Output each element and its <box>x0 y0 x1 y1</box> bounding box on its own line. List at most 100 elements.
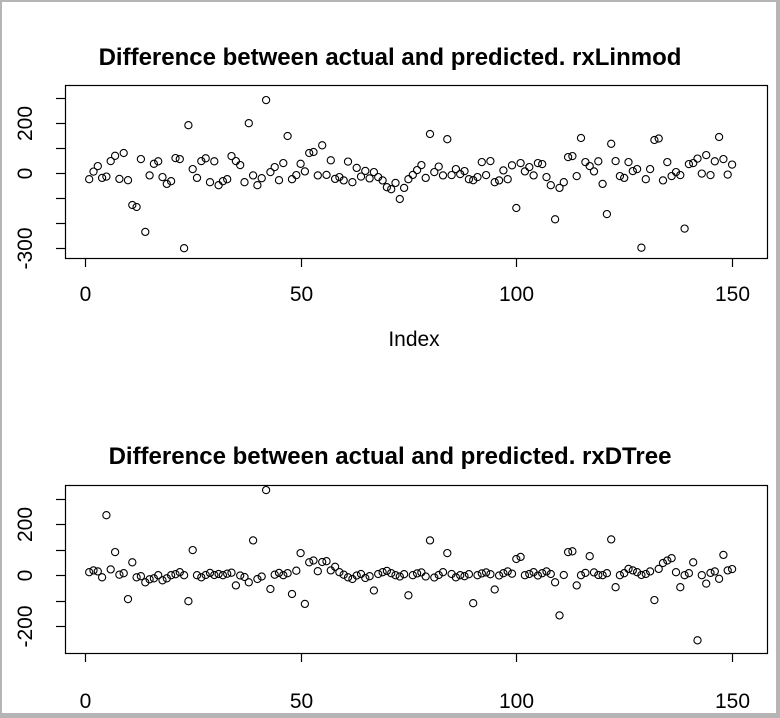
data-point <box>391 178 400 188</box>
data-point <box>141 227 150 237</box>
data-point <box>460 572 469 581</box>
data-point <box>559 178 568 187</box>
data-point <box>369 167 379 177</box>
data-point <box>641 175 650 184</box>
data-point <box>309 147 318 157</box>
plot-box <box>64 484 769 655</box>
data-point <box>434 570 443 580</box>
data-point <box>214 569 223 579</box>
data-point <box>719 550 728 560</box>
data-point <box>503 175 512 184</box>
data-point <box>624 564 633 574</box>
data-point <box>365 572 374 581</box>
y-tick-label: -200 <box>14 605 37 647</box>
data-point <box>658 176 668 185</box>
data-point <box>572 171 581 181</box>
data-point <box>270 162 279 172</box>
data-point <box>576 133 586 143</box>
data-point <box>719 154 728 164</box>
data-point <box>689 158 698 168</box>
data-point <box>607 139 616 148</box>
data-point <box>408 571 417 580</box>
data-point <box>292 566 301 575</box>
data-point <box>296 548 305 558</box>
data-point <box>460 166 469 176</box>
data-point <box>727 160 737 169</box>
data-point <box>533 158 543 168</box>
data-point <box>158 172 167 182</box>
data-point <box>637 243 646 252</box>
data-point <box>184 597 193 606</box>
data-point <box>378 568 387 577</box>
x-tick-label: 150 <box>715 283 750 306</box>
data-point <box>520 167 530 176</box>
data-point <box>520 571 530 580</box>
data-point <box>335 568 344 577</box>
data-point <box>399 570 409 579</box>
data-point <box>443 135 452 144</box>
data-point <box>132 573 141 582</box>
data-point <box>136 154 146 164</box>
data-point <box>210 157 219 166</box>
data-point <box>585 161 594 171</box>
data-point <box>417 160 426 170</box>
data-point <box>499 166 508 175</box>
data-point <box>166 177 176 186</box>
y-tick-label: 200 <box>14 106 37 141</box>
data-point <box>270 570 279 579</box>
data-point <box>512 554 521 564</box>
data-point <box>680 224 689 233</box>
data-point <box>434 162 443 171</box>
data-point <box>119 148 128 158</box>
data-point <box>236 571 245 580</box>
data-point <box>352 571 361 580</box>
data-point <box>706 170 715 180</box>
data-point <box>188 545 197 555</box>
data-point <box>141 578 150 587</box>
data-point <box>602 569 612 578</box>
data-point <box>706 568 715 578</box>
data-point <box>620 569 629 578</box>
data-point <box>89 167 98 176</box>
data-point <box>236 160 245 170</box>
data-point <box>563 547 573 557</box>
data-point <box>248 171 258 180</box>
data-point <box>102 172 111 181</box>
data-point <box>680 571 689 580</box>
data-point <box>671 167 681 177</box>
data-point <box>330 174 340 184</box>
x-tick-label: 0 <box>80 283 92 306</box>
data-point <box>667 171 676 181</box>
data-point <box>171 153 180 163</box>
data-point <box>538 159 547 169</box>
data-point <box>382 183 392 192</box>
data-point <box>128 558 137 567</box>
data-point <box>585 552 594 561</box>
data-point <box>408 170 417 180</box>
data-point <box>464 175 474 184</box>
data-point <box>283 131 292 141</box>
data-point <box>667 554 676 563</box>
data-point <box>581 568 590 578</box>
data-point <box>572 581 581 590</box>
data-point <box>676 170 685 180</box>
data-point <box>568 547 577 556</box>
data-point <box>684 569 694 578</box>
data-point <box>477 157 486 167</box>
y-tick-label: -300 <box>14 227 37 269</box>
data-point <box>490 585 499 594</box>
x-tick-label: 50 <box>290 283 313 306</box>
data-point <box>490 178 499 187</box>
data-point <box>197 573 206 582</box>
data-point <box>555 611 564 620</box>
data-point <box>305 558 314 567</box>
data-point <box>598 571 607 580</box>
data-point <box>106 156 115 166</box>
data-point <box>516 158 525 168</box>
data-point <box>525 569 534 579</box>
data-point <box>425 536 435 545</box>
data-point <box>93 161 102 171</box>
data-point <box>356 172 366 181</box>
data-point <box>689 558 698 567</box>
